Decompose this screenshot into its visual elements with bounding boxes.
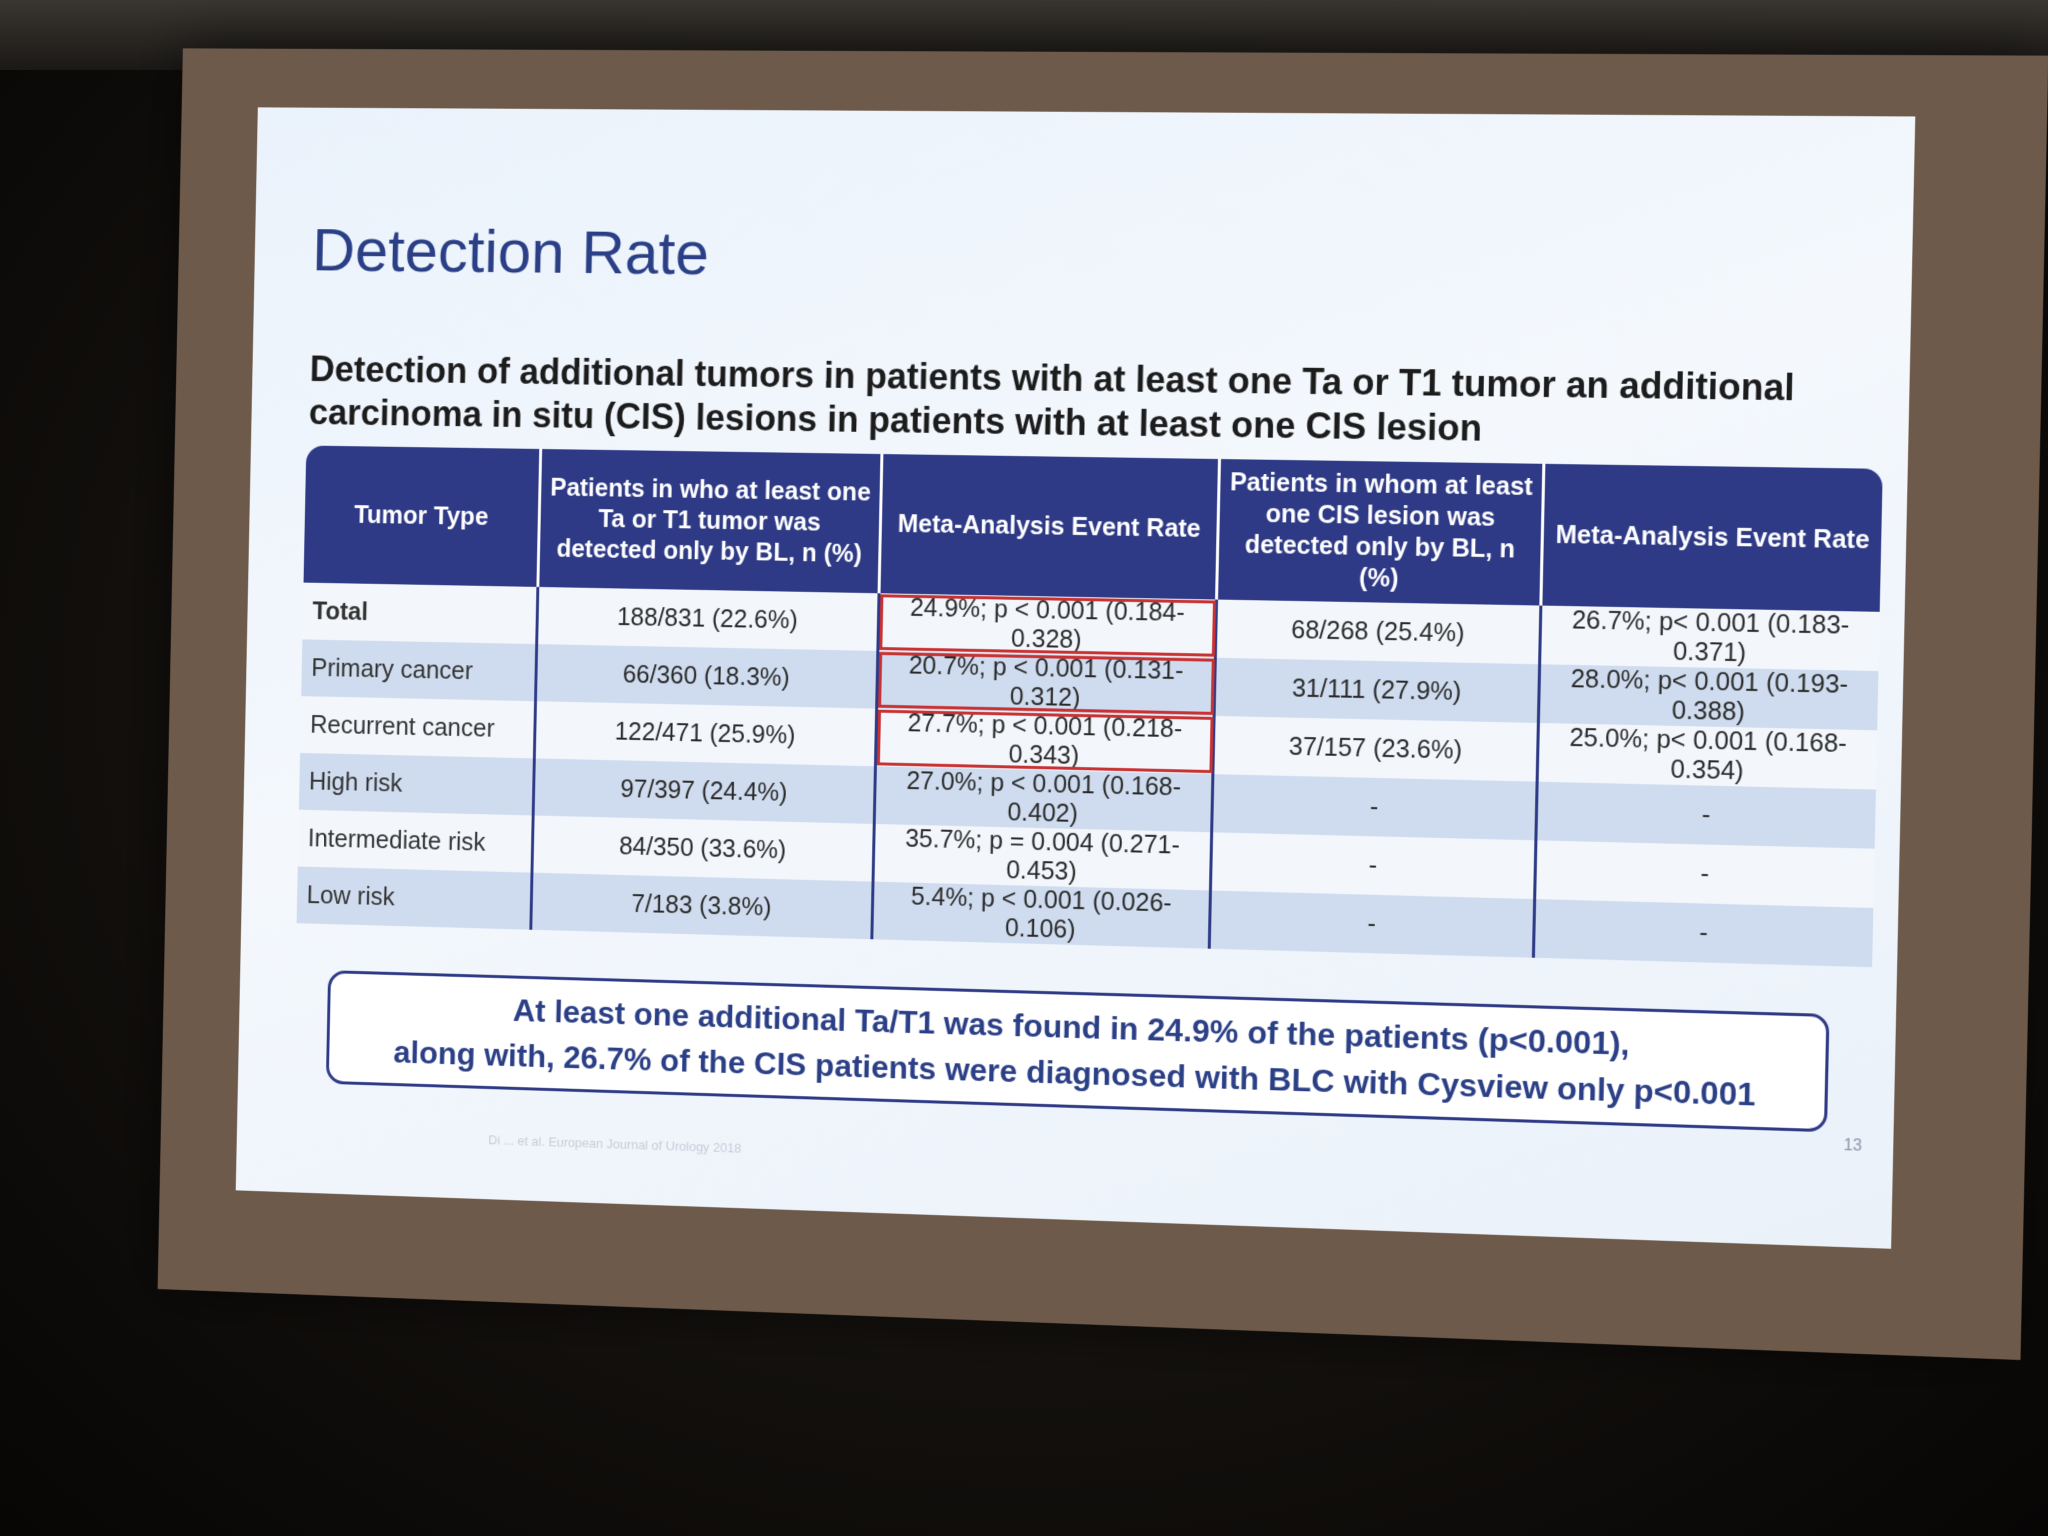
cell-tumor-type: Low risk xyxy=(297,866,533,929)
projection-screen: Detection Rate Detection of additional t… xyxy=(158,48,2048,1360)
cell-meta-1: 5.4%; p < 0.001 (0.026-0.106) xyxy=(872,882,1211,949)
cell-cis: - xyxy=(1212,774,1538,840)
header-ta-t1-patients: Patients in who at least one Ta or T1 tu… xyxy=(538,449,882,593)
cell-meta-1: 27.0%; p < 0.001 (0.168-0.402) xyxy=(874,766,1213,832)
slide-title: Detection Rate xyxy=(312,215,710,289)
cell-ta-t1: 7/183 (3.8%) xyxy=(531,873,873,940)
slide: Detection Rate Detection of additional t… xyxy=(236,107,1916,1248)
cell-meta-2: - xyxy=(1535,840,1875,908)
cell-cis: - xyxy=(1209,891,1535,958)
cell-meta-2: - xyxy=(1536,782,1876,849)
header-meta-analysis-1: Meta-Analysis Event Rate xyxy=(879,454,1220,600)
cell-ta-t1: 97/397 (24.4%) xyxy=(533,758,875,824)
cell-ta-t1: 188/831 (22.6%) xyxy=(537,587,879,651)
header-tumor-type: Tumor Type xyxy=(304,446,541,587)
cell-meta-2: 26.7%; p< 0.001 (0.183-0.371) xyxy=(1540,606,1880,672)
page-number: 13 xyxy=(1843,1137,1862,1156)
cell-ta-t1: 122/471 (25.9%) xyxy=(535,701,877,766)
citation: Di ... et al. European Journal of Urolog… xyxy=(488,1132,741,1155)
cell-meta-2: 28.0%; p< 0.001 (0.193-0.388) xyxy=(1539,664,1879,730)
cell-ta-t1: 84/350 (33.6%) xyxy=(532,816,874,882)
cell-meta-1: 27.7%; p < 0.001 (0.218-0.343) xyxy=(875,709,1214,775)
header-meta-analysis-2: Meta-Analysis Event Rate xyxy=(1541,464,1883,612)
cell-cis: 31/111 (27.9%) xyxy=(1214,658,1540,723)
cell-meta-2: 25.0%; p< 0.001 (0.168-0.354) xyxy=(1537,723,1877,790)
cell-tumor-type: Recurrent cancer xyxy=(300,696,536,758)
cell-cis: 68/268 (25.4%) xyxy=(1216,600,1542,665)
slide-subtitle: Detection of additional tumors in patien… xyxy=(308,348,1845,456)
cell-ta-t1: 66/360 (18.3%) xyxy=(536,644,878,709)
header-cis-patients: Patients in whom at least one CIS lesion… xyxy=(1217,459,1544,606)
cell-meta-1: 35.7%; p = 0.004 (0.271-0.453) xyxy=(873,824,1212,891)
cell-meta-1: 20.7%; p < 0.001 (0.131-0.312) xyxy=(877,651,1216,716)
cell-meta-1: 24.9%; p < 0.001 (0.184-0.328) xyxy=(878,593,1217,657)
summary-callout: At least one additional Ta/T1 was found … xyxy=(326,970,1830,1132)
cell-cis: - xyxy=(1211,832,1537,899)
cell-tumor-type: Total xyxy=(302,583,538,644)
cell-tumor-type: Primary cancer xyxy=(301,639,537,701)
detection-table: Tumor Type Patients in who at least one … xyxy=(297,446,1883,968)
cell-tumor-type: Intermediate risk xyxy=(298,810,534,873)
cell-meta-2: - xyxy=(1534,899,1874,967)
cell-tumor-type: High risk xyxy=(299,753,535,816)
cell-cis: 37/157 (23.6%) xyxy=(1213,716,1539,782)
